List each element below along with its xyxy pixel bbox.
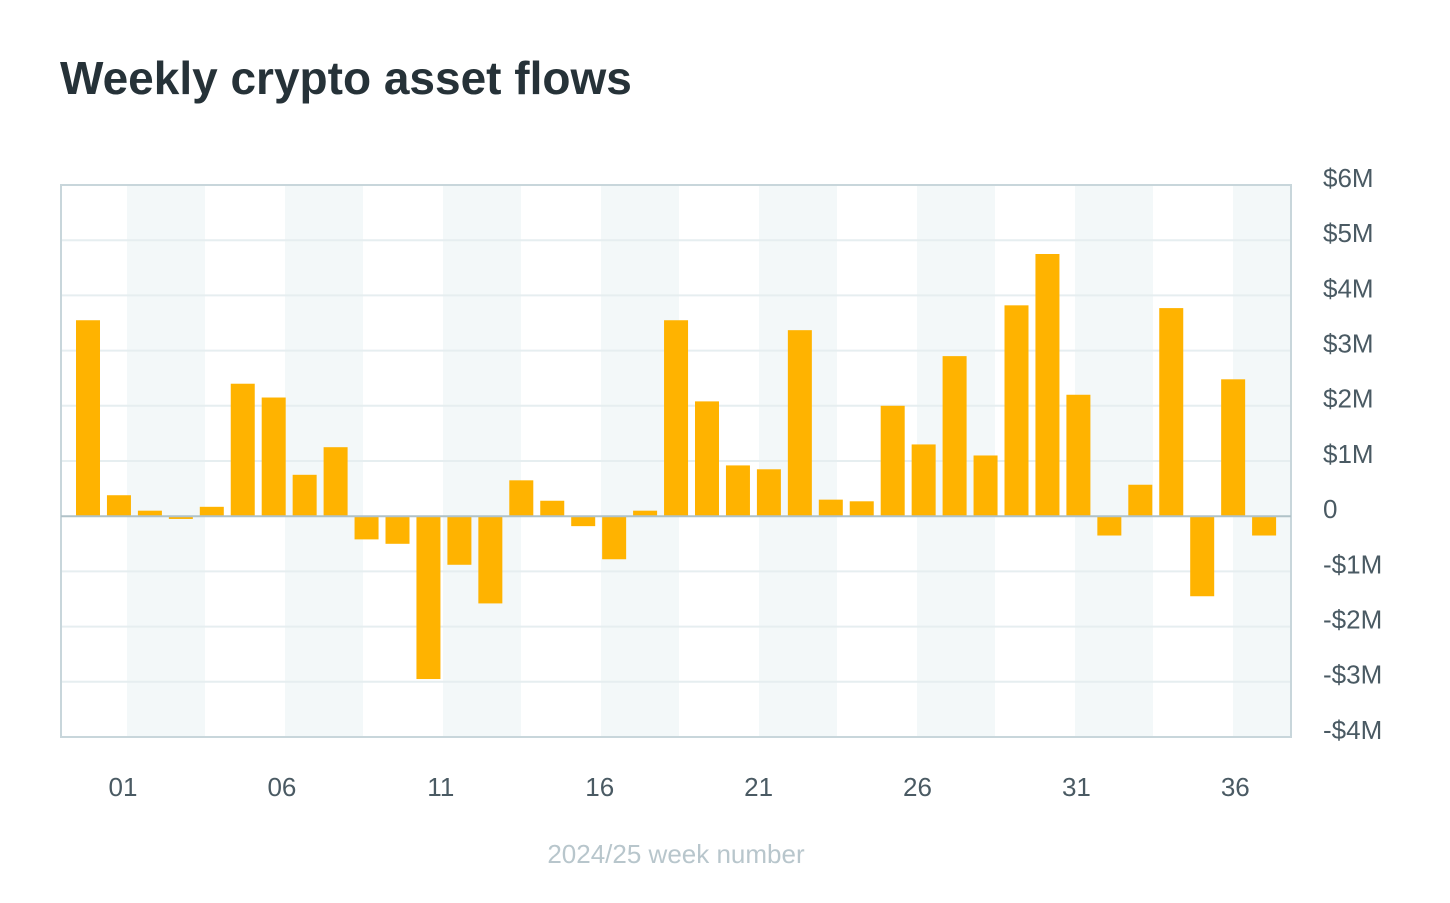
- x-axis-label: 2024/25 week number: [547, 839, 805, 869]
- y-tick-label: -$4M: [1323, 715, 1382, 745]
- bar: [1066, 394, 1091, 517]
- bar: [664, 320, 689, 517]
- x-tick-label: 21: [744, 772, 773, 802]
- bar: [385, 516, 410, 544]
- y-tick-label: $6M: [1323, 163, 1374, 193]
- bar: [76, 320, 100, 517]
- y-tick-label: -$3M: [1323, 660, 1382, 690]
- bar: [1190, 516, 1215, 597]
- bar: [1035, 254, 1060, 517]
- y-tick-label: $2M: [1323, 384, 1374, 414]
- bar: [1128, 484, 1153, 517]
- bar: [478, 516, 503, 604]
- y-tick-label: $3M: [1323, 328, 1374, 358]
- bar: [292, 474, 317, 517]
- bar: [354, 516, 379, 540]
- x-tick-label: 36: [1221, 772, 1250, 802]
- x-tick-label: 16: [585, 772, 614, 802]
- bar: [168, 516, 193, 519]
- bar: [571, 516, 596, 527]
- bar: [1252, 516, 1277, 536]
- y-tick-label: $4M: [1323, 273, 1374, 303]
- plot-border: [60, 184, 1292, 738]
- x-tick-label: 06: [267, 772, 296, 802]
- bar: [942, 356, 967, 517]
- bar: [818, 499, 843, 517]
- bar: [756, 469, 781, 517]
- bar: [1097, 516, 1122, 536]
- bar: [602, 516, 627, 560]
- y-tick-label: -$1M: [1323, 549, 1382, 579]
- y-tick-label: $1M: [1323, 439, 1374, 469]
- bar: [509, 480, 534, 517]
- x-tick-label: 31: [1062, 772, 1091, 802]
- bar: [880, 405, 905, 517]
- bar: [973, 455, 998, 517]
- bar: [261, 397, 286, 517]
- bar: [787, 330, 812, 517]
- bar: [447, 516, 472, 565]
- x-tick-label: 11: [427, 772, 454, 802]
- bar: [106, 495, 131, 517]
- y-tick-label: $5M: [1323, 218, 1374, 248]
- y-tick-label: 0: [1323, 494, 1337, 524]
- bar: [1221, 379, 1246, 517]
- bar: [199, 506, 224, 517]
- bar: [695, 401, 719, 517]
- bar: [323, 447, 348, 517]
- bar: [1004, 305, 1029, 517]
- bar: [416, 516, 441, 680]
- bar: [849, 501, 874, 517]
- bar: [230, 383, 255, 517]
- x-tick-label: 26: [903, 772, 932, 802]
- bar: [633, 510, 658, 517]
- x-tick-label: 01: [109, 772, 138, 802]
- chart-title: Weekly crypto asset flows: [60, 52, 632, 104]
- bar: [911, 444, 936, 517]
- bar: [137, 510, 162, 517]
- y-tick-label: -$2M: [1323, 604, 1382, 634]
- bar: [1159, 308, 1184, 517]
- bar: [540, 500, 565, 517]
- bar: [725, 465, 750, 517]
